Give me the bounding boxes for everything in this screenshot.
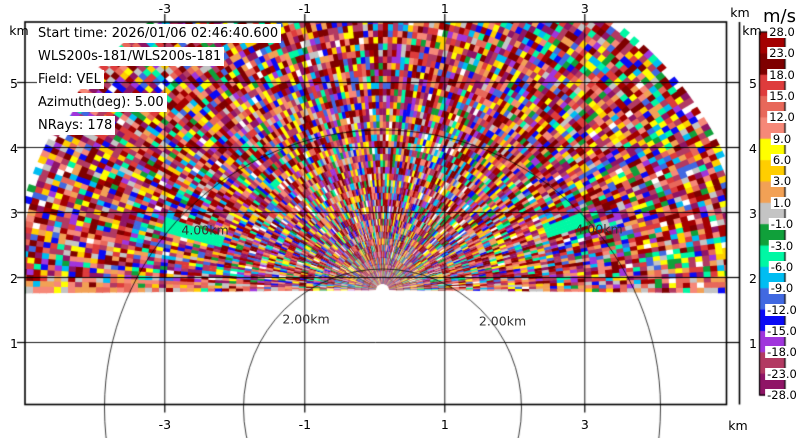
colorbar-tick-label: 6.0	[770, 153, 794, 168]
range-ring-label: 2.00km	[282, 311, 330, 327]
x-tick-label-bottom: -3	[158, 416, 172, 432]
colorbar-tick-label: 3.0	[770, 174, 794, 189]
range-ring-label: 4.00km	[575, 221, 623, 236]
colorbar-tick-label: 15.0	[767, 89, 797, 104]
x-tick-label-top: 3	[580, 0, 589, 16]
colorbar-tick-label: -12.0	[765, 302, 799, 317]
y-axis-unit-right: km	[742, 22, 762, 38]
colorbar-title: m/s	[763, 6, 796, 27]
colorbar-tick-label: 9.0	[770, 131, 794, 146]
y-tick-label-left: 1	[10, 335, 18, 351]
colorbar-tick-label: -6.0	[768, 259, 796, 274]
y-tick-label-left: 5	[10, 75, 18, 91]
x-tick-label-bottom: 3	[580, 416, 589, 432]
colorbar-tick-label: 23.0	[767, 46, 797, 61]
y-axis-unit-top-left: km	[9, 22, 29, 38]
y-tick-label-left: 4	[10, 140, 18, 156]
y-tick-label-right: 4	[749, 140, 757, 156]
colorbar-tick-label: 18.0	[767, 67, 797, 82]
colorbar-tick-label: 12.0	[767, 110, 797, 125]
x-tick-label-top: -1	[298, 0, 312, 16]
colorbar-tick-label: -15.0	[765, 323, 799, 338]
y-tick-label-right: 1	[749, 335, 757, 351]
y-tick-label-right: 3	[749, 205, 757, 221]
y-tick-label-left: 2	[10, 270, 18, 286]
colorbar-tick-label: -3.0	[768, 238, 796, 253]
y-tick-label-right: 2	[749, 270, 757, 286]
colorbar-tick-label: -1.0	[768, 217, 796, 232]
y-tick-label-right: 5	[749, 75, 757, 91]
range-ring-label: 4.00km	[181, 222, 229, 237]
y-tick-label-left: 3	[10, 205, 18, 221]
azimuth-label: Azimuth(deg): 5.00	[37, 93, 167, 112]
colorbar-tick-label: -28.0	[765, 388, 799, 402]
colorbar-tick-label: -23.0	[765, 366, 799, 381]
x-axis-unit-top-right: km	[730, 4, 750, 20]
field-label: Field: VEL	[37, 70, 104, 89]
colorbar-tick-label: 1.0	[770, 195, 794, 210]
colorbar-tick-label: -18.0	[765, 345, 799, 360]
x-tick-label-top: 1	[440, 0, 449, 16]
start-time-label: Start time: 2026/01/06 02:46:40.600	[37, 24, 282, 43]
x-tick-label-top: -3	[158, 0, 172, 16]
scan-info-block: Start time: 2026/01/06 02:46:40.600 WLS2…	[37, 24, 282, 139]
instrument-label: WLS200s-181/WLS200s-181	[37, 47, 225, 66]
x-axis-unit-bottom-right: km	[728, 417, 748, 433]
colorbar-tick-label: 28.0	[767, 25, 797, 39]
x-tick-label-bottom: 1	[440, 416, 449, 432]
colorbar-tick-label: -9.0	[768, 281, 796, 296]
x-tick-label-bottom: -1	[298, 416, 312, 432]
nrays-label: NRays: 178	[37, 116, 116, 135]
range-ring-label: 2.00km	[478, 313, 527, 329]
